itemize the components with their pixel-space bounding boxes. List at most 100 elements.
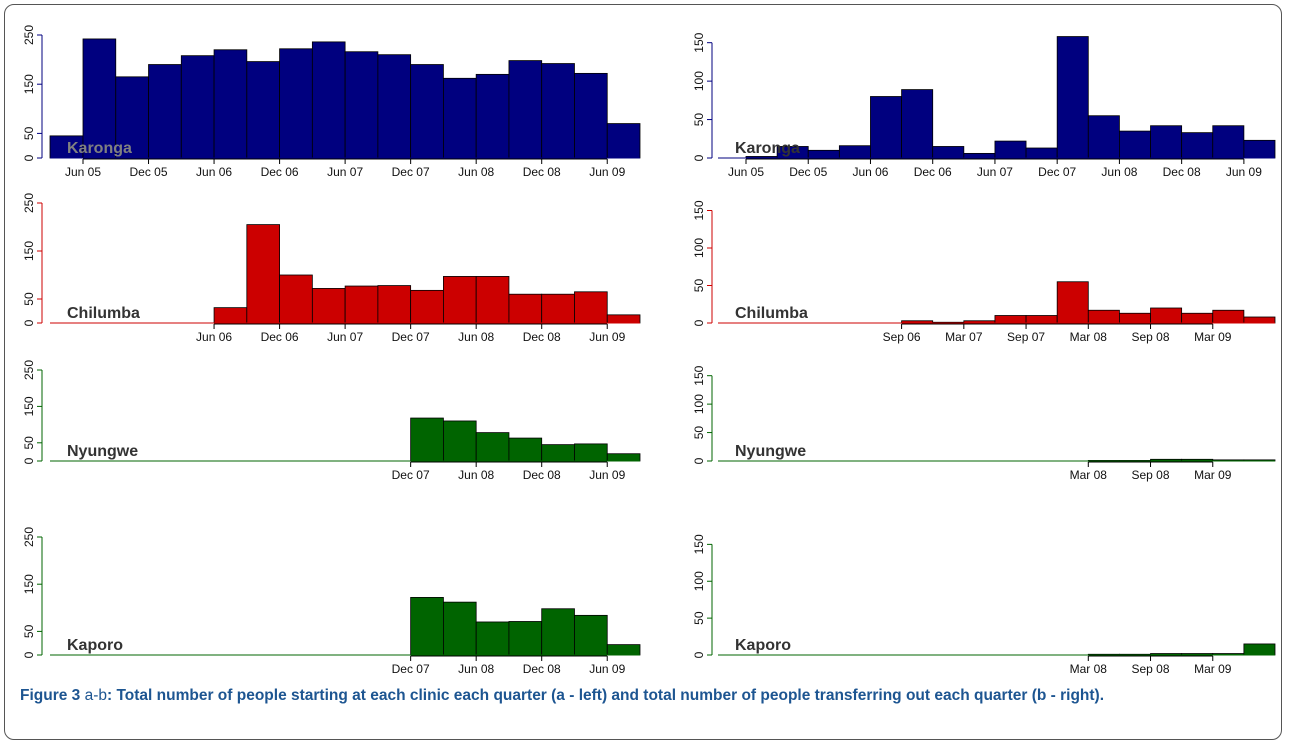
x-tick-label: Sep 08 — [1132, 662, 1170, 676]
bar — [574, 72, 608, 159]
bar — [1056, 281, 1089, 324]
x-tick-label: Dec 05 — [789, 165, 827, 179]
y-tick-label: 250 — [22, 360, 36, 380]
x-tick-label: Jun 08 — [458, 662, 494, 676]
bar — [148, 64, 182, 159]
x-tick-label: Mar 09 — [1194, 468, 1232, 482]
x-tick-label: Jun 09 — [589, 165, 625, 179]
x-tick-label: Dec 08 — [1163, 165, 1201, 179]
panel-title: Karonga — [735, 140, 800, 157]
bar — [1087, 309, 1120, 324]
bar — [541, 293, 575, 324]
bar — [1150, 125, 1183, 159]
x-tick-label: Sep 08 — [1132, 330, 1170, 344]
bar — [1025, 315, 1058, 324]
bar — [1212, 309, 1245, 324]
x-tick-label: Jun 09 — [589, 330, 625, 344]
y-tick-label: 150 — [692, 534, 706, 554]
bar — [1150, 307, 1183, 324]
x-tick-label: Jun 08 — [458, 165, 494, 179]
x-tick-label: Mar 08 — [1070, 662, 1108, 676]
y-tick-label: 100 — [692, 71, 706, 91]
panel-title: Kaporo — [735, 637, 791, 654]
y-tick-label: 100 — [692, 238, 706, 258]
x-tick-label: Dec 06 — [261, 165, 299, 179]
bar — [410, 597, 444, 656]
x-tick-label: Jun 07 — [977, 165, 1013, 179]
y-tick-label: 50 — [692, 113, 706, 127]
x-tick-label: Dec 07 — [392, 165, 430, 179]
bar — [1243, 643, 1276, 656]
y-tick-label: 50 — [22, 126, 36, 140]
x-tick-label: Jun 06 — [852, 165, 888, 179]
panel-title: Chilumba — [67, 305, 140, 322]
bar — [1181, 312, 1214, 324]
y-tick-label: 0 — [22, 154, 36, 161]
x-tick-label: Dec 07 — [392, 330, 430, 344]
y-tick-label: 150 — [22, 74, 36, 94]
caption: Figure 3 a-b: Total number of people sta… — [20, 680, 1270, 711]
bar — [475, 621, 510, 656]
bar — [279, 274, 313, 324]
x-tick-label: Dec 07 — [1038, 165, 1076, 179]
y-tick-label: 0 — [692, 457, 706, 464]
bar — [82, 38, 117, 159]
x-tick-label: Mar 08 — [1070, 330, 1108, 344]
y-tick-label: 0 — [22, 457, 36, 464]
y-tick-label: 0 — [22, 319, 36, 326]
bar — [180, 55, 215, 159]
bar — [475, 276, 510, 324]
bar — [410, 289, 444, 324]
x-tick-label: Dec 05 — [130, 165, 168, 179]
y-tick-label: 150 — [692, 200, 706, 220]
bar — [606, 314, 641, 324]
x-tick-label: Sep 06 — [883, 330, 921, 344]
y-tick-label: 250 — [22, 193, 36, 213]
x-tick-label: Jun 09 — [1226, 165, 1262, 179]
x-tick-label: Jun 05 — [65, 165, 101, 179]
charts: 0 50 150 250 Jun 05 Dec 05 Jun 06 Dec 06 Jun 07 D… — [22, 25, 1276, 676]
bar — [541, 444, 575, 462]
bar — [213, 49, 248, 159]
bar — [115, 76, 149, 159]
bar — [1025, 147, 1058, 159]
y-tick-label: 150 — [22, 396, 36, 416]
x-tick-label: Mar 08 — [1070, 468, 1108, 482]
x-tick-label: Jun 08 — [458, 468, 494, 482]
bar — [1181, 132, 1214, 159]
y-tick-label: 50 — [692, 279, 706, 293]
y-tick-label: 0 — [692, 154, 706, 161]
caption-part: a-b — [84, 687, 108, 704]
x-tick-label: Jun 09 — [589, 468, 625, 482]
x-tick-label: Jun 07 — [327, 165, 363, 179]
y-tick-label: 50 — [692, 611, 706, 625]
bar — [870, 96, 902, 159]
y-tick-label: 0 — [692, 319, 706, 326]
bar — [606, 644, 641, 656]
x-tick-label: Dec 06 — [914, 165, 952, 179]
bar — [541, 63, 575, 159]
bar — [1119, 130, 1151, 159]
bar — [606, 453, 641, 462]
bar — [377, 54, 412, 159]
bar — [932, 146, 965, 159]
y-tick-label: 50 — [692, 426, 706, 440]
bar — [508, 437, 543, 462]
bar — [606, 123, 641, 159]
bar — [1056, 36, 1089, 159]
x-tick-label: Dec 08 — [523, 468, 561, 482]
bar — [963, 152, 996, 159]
panel-title: Nyungwe — [735, 443, 806, 460]
y-tick-label: 150 — [22, 574, 36, 594]
x-tick-label: Jun 06 — [196, 165, 232, 179]
bar — [574, 614, 608, 656]
bar — [344, 285, 379, 324]
x-tick-label: Jun 05 — [728, 165, 764, 179]
bar — [574, 443, 608, 462]
x-tick-label: Jun 07 — [327, 330, 363, 344]
bar — [410, 64, 444, 159]
caption-label: Figure 3 — [20, 687, 81, 704]
bar — [1212, 125, 1245, 159]
bar — [311, 41, 346, 159]
